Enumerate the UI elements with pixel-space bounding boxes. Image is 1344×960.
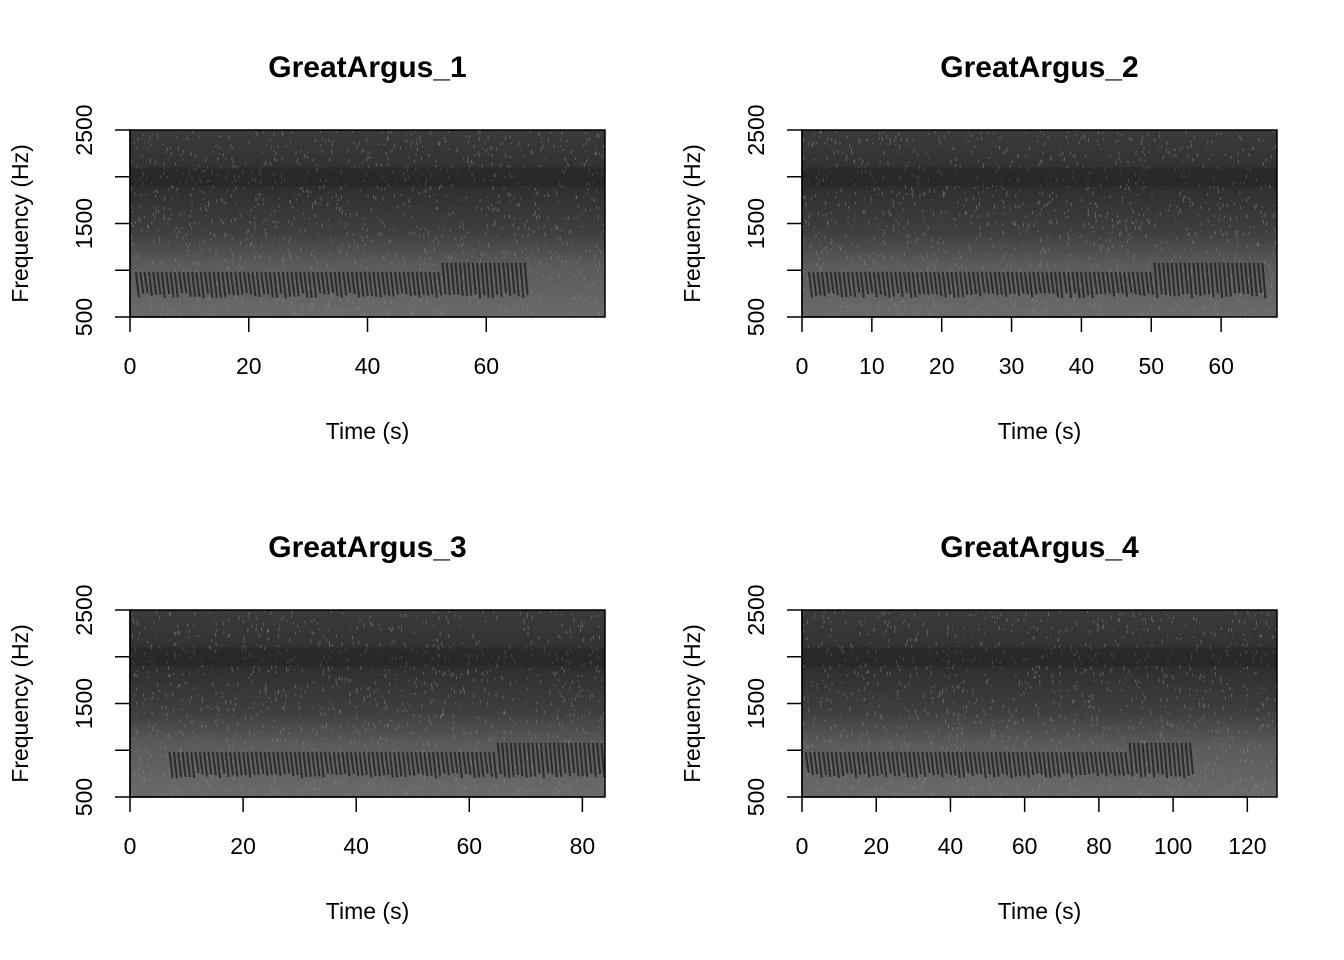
x-tick-label: 50	[1138, 353, 1164, 379]
x-tick-label: 60	[1208, 353, 1234, 379]
spectrogram-panel: GreatArgus_1 0 20 40 60 Time (s) 500 1500 2500 Fr…	[7, 51, 606, 444]
x-tick-label: 80	[570, 833, 596, 859]
x-tick-label: 20	[230, 833, 256, 859]
y-tick-label: 500	[743, 298, 769, 336]
x-tick-label: 0	[796, 353, 809, 379]
x-tick-label: 60	[473, 353, 499, 379]
y-tick-label: 2500	[743, 584, 769, 635]
chart-title: GreatArgus_3	[268, 531, 466, 564]
x-tick-label: 60	[1012, 833, 1038, 859]
x-tick-label: 40	[1069, 353, 1095, 379]
y-axis-label: Frequency (Hz)	[679, 144, 705, 302]
y-tick-label: 1500	[71, 198, 97, 249]
x-axis-label: Time (s)	[998, 418, 1081, 444]
x-tick-label: 30	[999, 353, 1025, 379]
y-axis-label: Frequency (Hz)	[7, 624, 33, 782]
y-tick-label: 1500	[743, 198, 769, 249]
chart-title: GreatArgus_1	[268, 51, 466, 84]
y-tick-label: 500	[743, 778, 769, 816]
x-tick-label: 20	[236, 353, 262, 379]
x-tick-label: 60	[456, 833, 482, 859]
x-tick-label: 0	[124, 833, 137, 859]
x-tick-label: 10	[859, 353, 885, 379]
chart-title: GreatArgus_2	[940, 51, 1138, 84]
x-tick-label: 100	[1154, 833, 1192, 859]
x-axis-label: Time (s)	[326, 418, 409, 444]
y-tick-label: 2500	[71, 104, 97, 155]
x-tick-label: 0	[124, 353, 137, 379]
spectrogram-panel: GreatArgus_4 0 20 40 60 80 100 120 Time (s) 500 15…	[679, 531, 1278, 924]
y-tick-label: 2500	[71, 584, 97, 635]
x-tick-label: 20	[863, 833, 889, 859]
x-tick-label: 40	[355, 353, 381, 379]
spectrogram-image	[802, 130, 1277, 317]
spectrogram-panel: GreatArgus_2 0 10 20 30 40 50 60 Time (s) 500 1500…	[679, 51, 1278, 444]
x-tick-label: 40	[938, 833, 964, 859]
y-tick-label: 2500	[743, 104, 769, 155]
y-tick-label: 1500	[71, 678, 97, 729]
y-tick-label: 500	[71, 298, 97, 336]
x-tick-label: 20	[929, 353, 955, 379]
spectrogram-image	[802, 610, 1277, 797]
x-tick-label: 80	[1086, 833, 1112, 859]
y-axis-label: Frequency (Hz)	[679, 624, 705, 782]
x-tick-label: 40	[343, 833, 369, 859]
spectrogram-image	[130, 130, 605, 317]
chart-title: GreatArgus_4	[940, 531, 1139, 564]
x-tick-label: 120	[1228, 833, 1266, 859]
x-axis-label: Time (s)	[326, 898, 409, 924]
x-tick-label: 0	[796, 833, 809, 859]
y-axis-label: Frequency (Hz)	[7, 144, 33, 302]
spectrogram-panel: GreatArgus_3 0 20 40 60 80 Time (s) 500 1500 2500…	[7, 531, 606, 924]
spectrogram-image	[130, 610, 605, 797]
y-tick-label: 1500	[743, 678, 769, 729]
x-axis-label: Time (s)	[998, 898, 1081, 924]
y-tick-label: 500	[71, 778, 97, 816]
